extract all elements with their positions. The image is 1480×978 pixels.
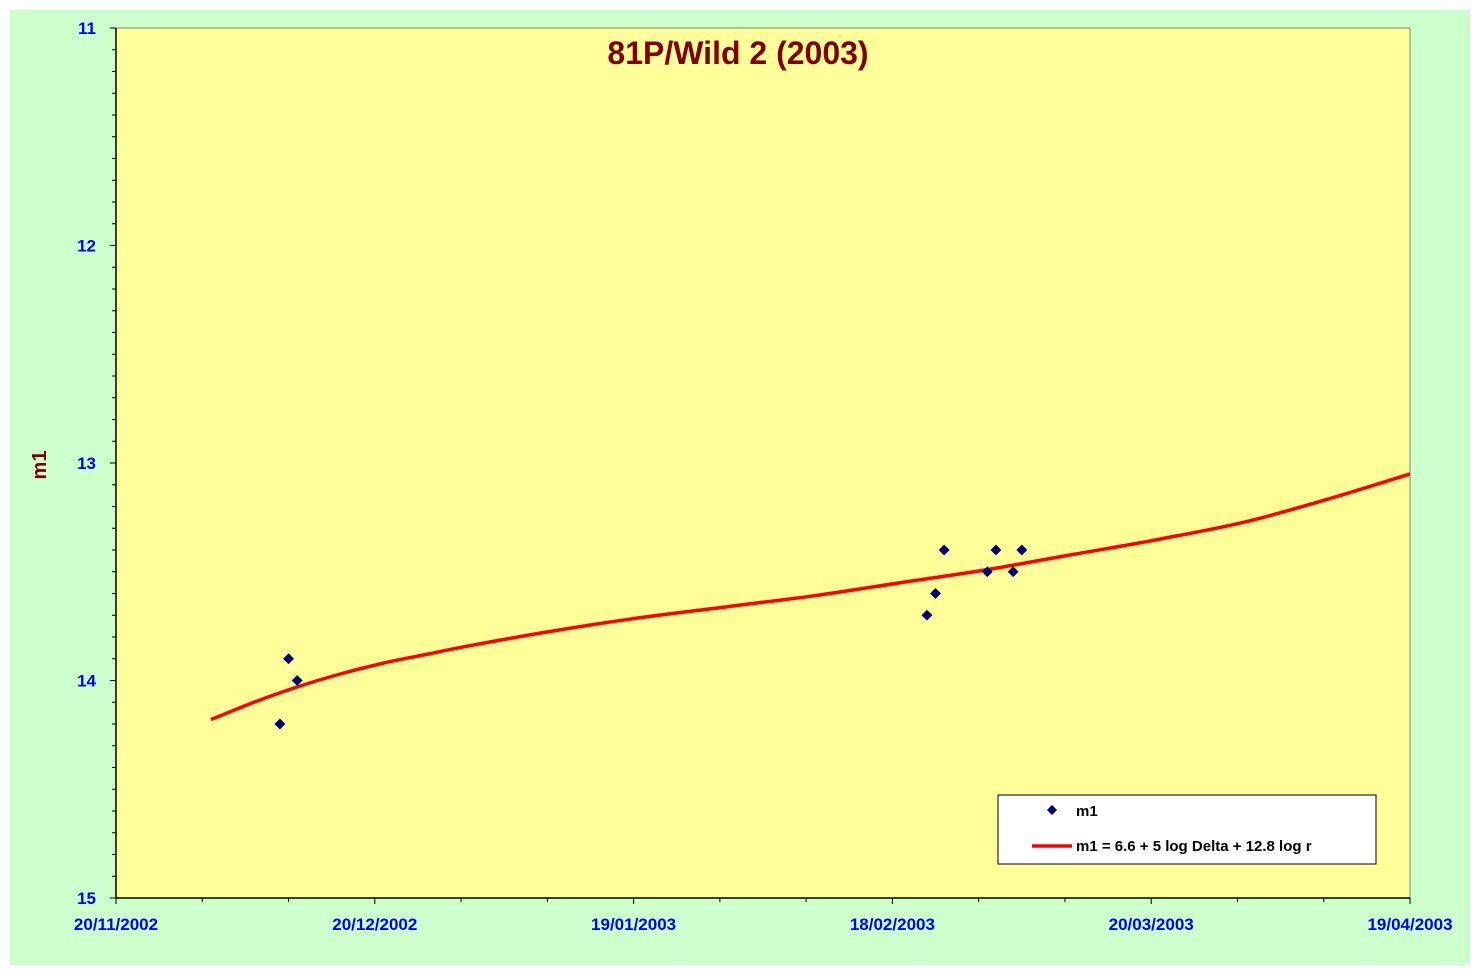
data-point (990, 544, 1002, 556)
legend-diamond-marker (1047, 805, 1057, 815)
data-point (938, 544, 950, 556)
data-point (283, 653, 294, 665)
y-tick-label: 13 (77, 454, 96, 473)
data-point (930, 588, 941, 599)
y-axis-label: m1 (29, 451, 51, 480)
data-point (981, 566, 993, 578)
plot-area (116, 28, 1410, 898)
y-tick-label: 14 (77, 672, 96, 691)
x-tick-label: 20/03/2003 (1109, 915, 1194, 934)
data-point (274, 718, 286, 730)
scatter-points-layer (274, 544, 1028, 730)
x-tick-label: 20/11/2002 (74, 915, 158, 934)
y-tick-label: 11 (78, 19, 96, 38)
x-tick-label: 19/01/2003 (591, 915, 676, 934)
x-tick-label: 20/12/2002 (332, 915, 417, 934)
fit-curve-line (210, 472, 1411, 722)
data-point (921, 609, 933, 621)
legend-label-m1: m1 (1076, 803, 1098, 820)
y-tick-label: 15 (77, 889, 96, 908)
data-point (1007, 566, 1019, 578)
y-tick-label: 12 (77, 237, 96, 256)
chart-title: 81P/Wild 2 (2003) (607, 35, 868, 71)
x-tick-label: 18/02/2003 (850, 915, 935, 934)
legend-box (997, 794, 1377, 865)
ticks: 11 12 13 14 15 20/11/2002 20/12/2002 19/01/2003… (74, 19, 1453, 934)
fit-curve-layer (210, 472, 1411, 722)
legend: m1 m1 = 6.6 + 5 log Delta + 12.8 log r (997, 794, 1377, 865)
legend-label-fit: m1 = 6.6 + 5 log Delta + 12.8 log r (1076, 838, 1312, 855)
data-point (1016, 544, 1028, 556)
data-point (291, 675, 303, 686)
x-tick-label: 19/04/2003 (1367, 915, 1452, 934)
